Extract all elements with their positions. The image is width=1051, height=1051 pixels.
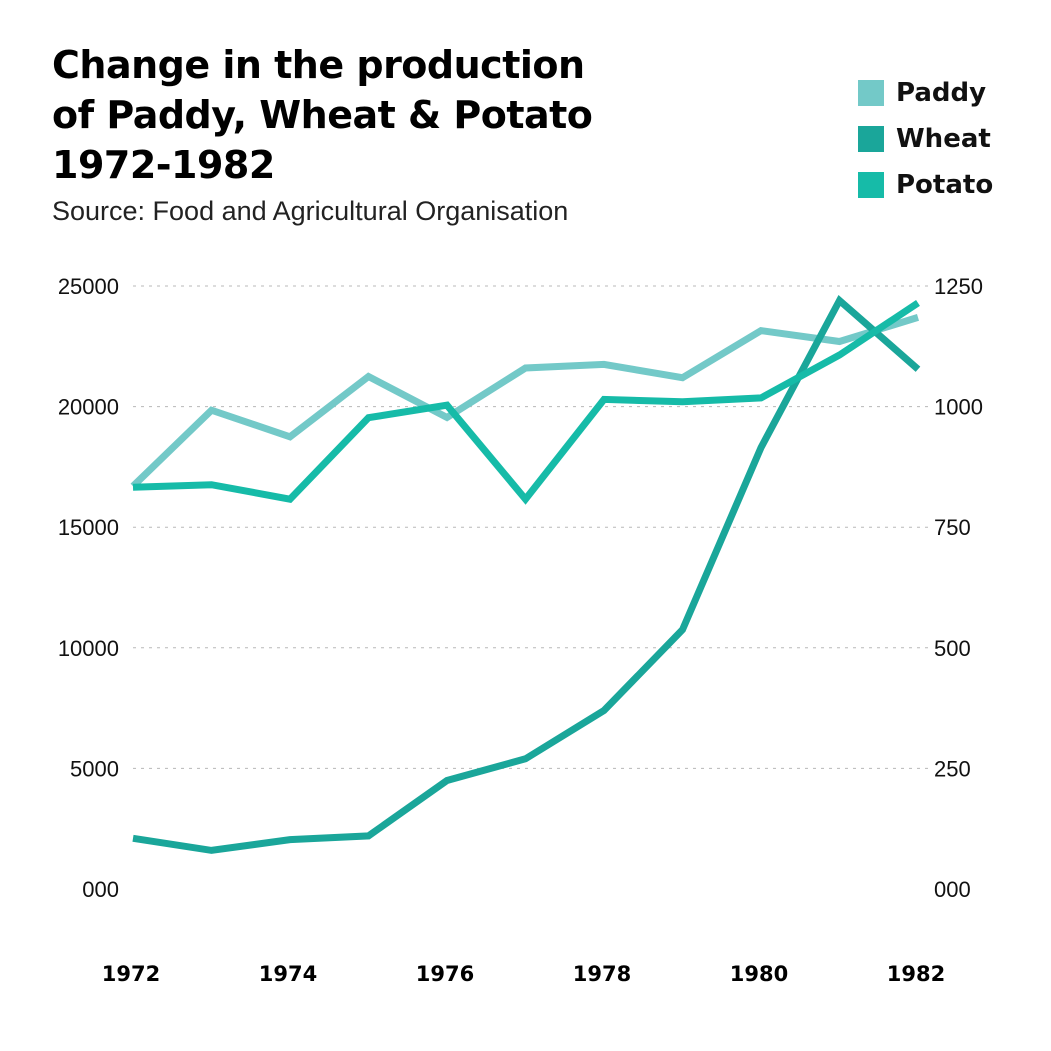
legend-item-potato: Potato	[858, 162, 993, 208]
y-right-tick-label-4: 1000	[934, 395, 983, 420]
x-tick-label-3: 1978	[573, 962, 631, 986]
legend-swatch-wheat	[858, 126, 884, 152]
y-left-tick-label-3: 15000	[58, 515, 119, 540]
chart-title: Change in the production of Paddy, Wheat…	[52, 40, 593, 190]
legend-swatch-potato	[858, 172, 884, 198]
y-right-tick-label-1: 250	[934, 756, 971, 781]
chart-title-line-3: 1972-1982	[52, 143, 275, 187]
y-left-tick-label-1: 5000	[70, 756, 119, 781]
series-line-wheat	[132, 294, 921, 854]
legend-label-potato: Potato	[896, 170, 994, 200]
legend-item-paddy: Paddy	[858, 70, 993, 116]
y-right-tick-label-0: 000	[934, 877, 971, 902]
y-right-tick-label-2: 500	[934, 636, 971, 661]
y-left-tick-label-2: 10000	[58, 636, 119, 661]
legend-label-paddy: Paddy	[896, 78, 987, 108]
chart-title-line-1: Change in the production	[52, 43, 585, 87]
y-right-tick-label-3: 750	[934, 515, 971, 540]
x-tick-label-1: 1974	[259, 962, 317, 986]
y-left-tick-label-0: 000	[82, 877, 119, 902]
series-line-potato	[132, 299, 920, 505]
legend-swatch-paddy	[858, 80, 884, 106]
x-tick-label-0: 1972	[102, 962, 160, 986]
y-left-tick-label-5: 25000	[58, 274, 119, 299]
chart-subtitle: Source: Food and Agricultural Organisati…	[52, 196, 569, 226]
legend-label-wheat: Wheat	[896, 124, 991, 154]
y-right-tick-label-5: 1250	[934, 274, 983, 299]
legend: Paddy Wheat Potato	[858, 70, 993, 208]
series-line-paddy	[130, 314, 920, 489]
legend-item-wheat: Wheat	[858, 116, 993, 162]
x-tick-label-4: 1980	[730, 962, 788, 986]
y-left-tick-label-4: 20000	[58, 395, 119, 420]
x-tick-label-2: 1976	[416, 962, 474, 986]
chart-title-line-2: of Paddy, Wheat & Potato	[52, 93, 593, 137]
x-tick-label-5: 1982	[887, 962, 945, 986]
